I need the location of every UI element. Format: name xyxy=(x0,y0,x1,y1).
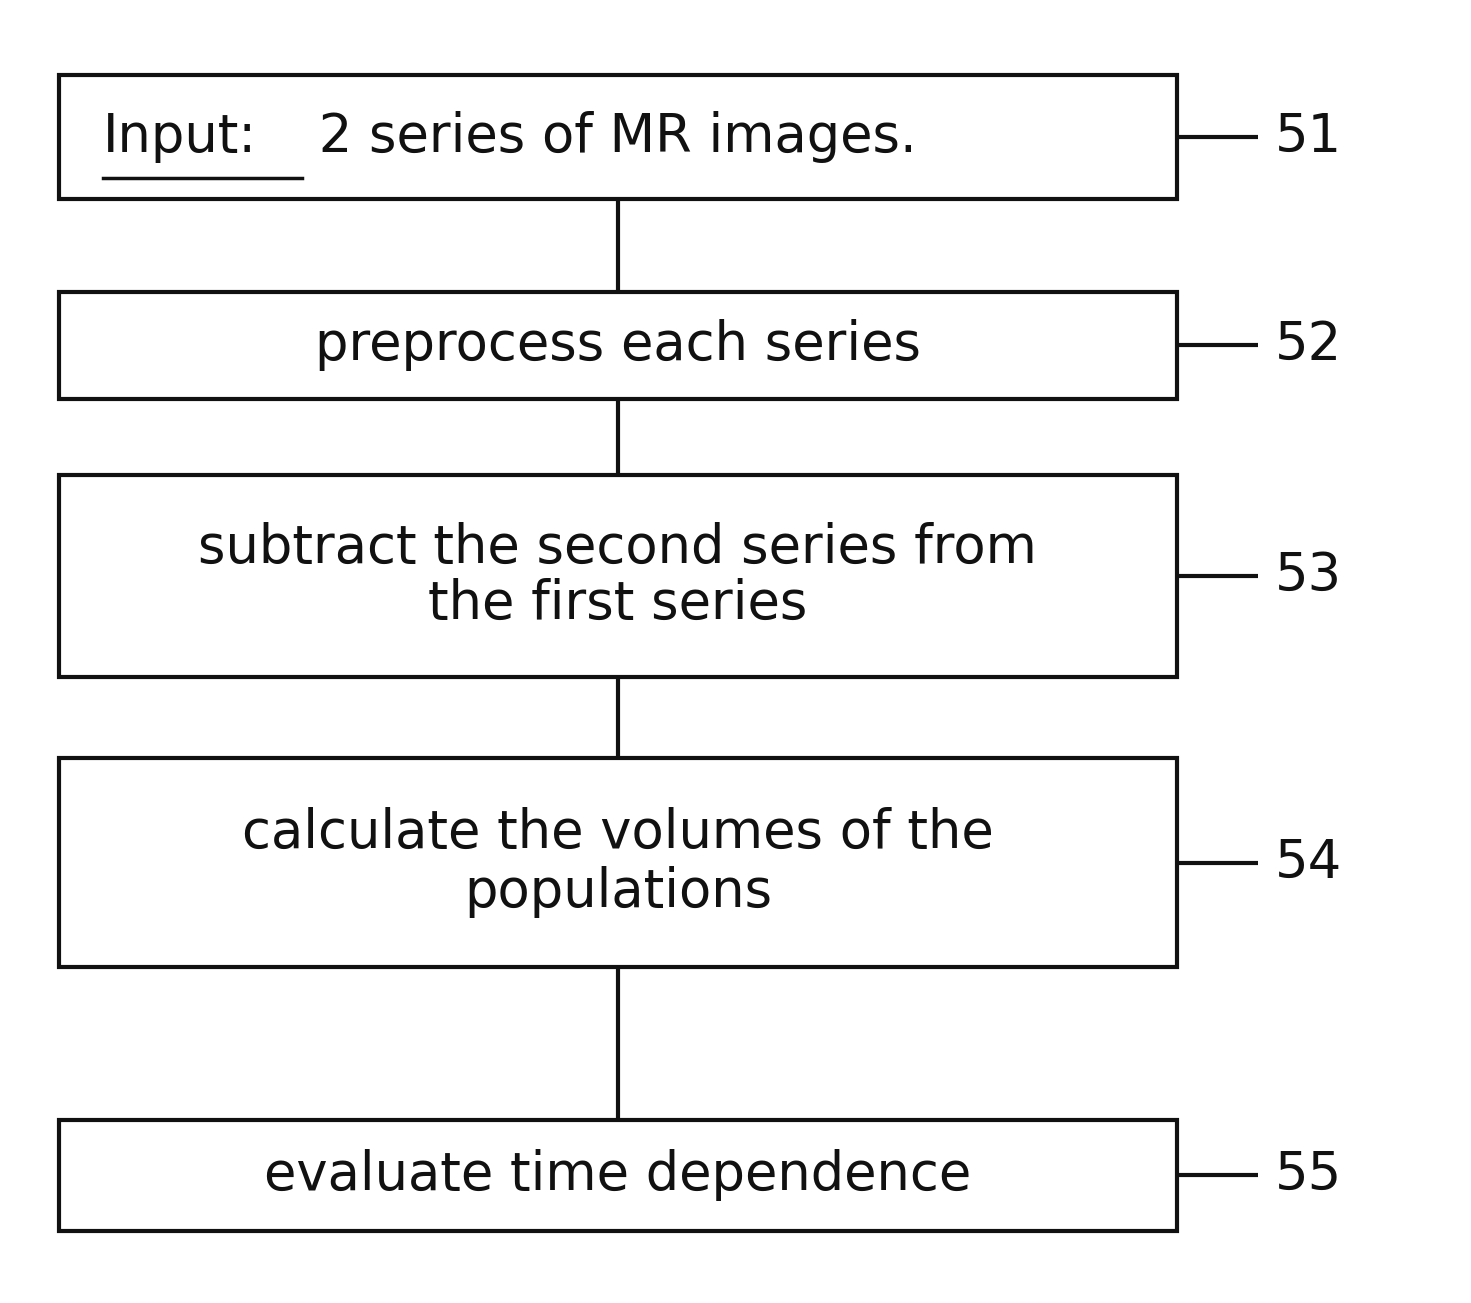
Text: 55: 55 xyxy=(1275,1149,1343,1201)
Text: evaluate time dependence: evaluate time dependence xyxy=(265,1149,971,1201)
Text: subtract the second series from: subtract the second series from xyxy=(199,521,1037,573)
Text: 51: 51 xyxy=(1275,111,1343,163)
Text: preprocess each series: preprocess each series xyxy=(315,319,921,371)
Text: 52: 52 xyxy=(1275,319,1343,371)
Text: calculate the volumes of the: calculate the volumes of the xyxy=(241,808,994,860)
Bar xyxy=(59,292,1177,399)
Bar xyxy=(59,474,1177,678)
Bar xyxy=(59,76,1177,198)
Text: Input:: Input: xyxy=(103,111,257,163)
Text: 54: 54 xyxy=(1275,837,1343,889)
Text: 2 series of MR images.: 2 series of MR images. xyxy=(302,111,916,163)
Text: populations: populations xyxy=(463,865,772,917)
Text: 53: 53 xyxy=(1275,550,1343,602)
Bar xyxy=(59,758,1177,967)
Text: the first series: the first series xyxy=(428,579,808,631)
Bar xyxy=(59,1119,1177,1230)
